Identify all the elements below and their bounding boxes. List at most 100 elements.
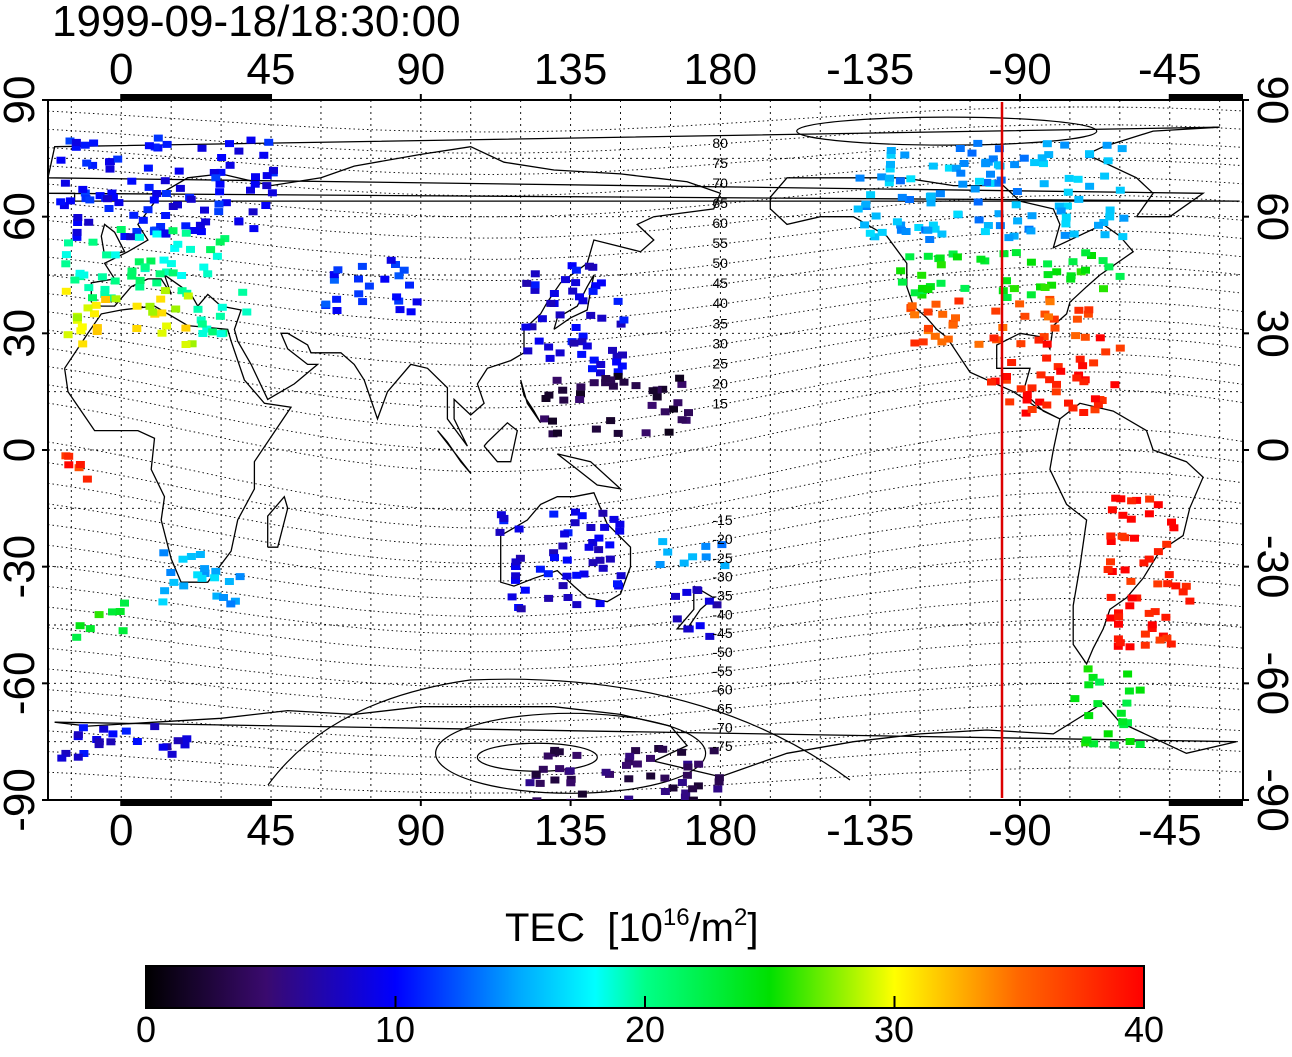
tec-cell xyxy=(202,325,212,333)
tec-cell xyxy=(145,302,155,310)
tec-cell xyxy=(177,287,187,295)
magnetic-latitude-label: 50 xyxy=(712,255,728,271)
tec-cell xyxy=(917,271,927,279)
magnetic-latitude-label: 40 xyxy=(712,295,728,311)
tec-cell xyxy=(688,553,698,561)
tec-cell xyxy=(1102,141,1112,149)
tec-cell xyxy=(105,165,115,173)
coastline-antarctica xyxy=(54,706,721,778)
tec-cell xyxy=(395,306,405,314)
tec-cell xyxy=(200,565,210,573)
tec-cell xyxy=(1114,609,1123,617)
tec-cell xyxy=(200,206,209,214)
tec-cell xyxy=(951,164,961,172)
tec-cell xyxy=(197,320,207,328)
tec-cell xyxy=(994,210,1004,218)
tec-cell xyxy=(246,186,255,194)
tec-cell xyxy=(1040,284,1050,291)
tec-cell xyxy=(956,169,966,177)
tec-cell xyxy=(63,331,73,339)
tec-cell xyxy=(234,147,244,155)
tec-cell xyxy=(1042,140,1052,148)
magnetic-latitude-label: -25 xyxy=(712,550,732,566)
tec-cell xyxy=(199,263,209,271)
tec-cell xyxy=(575,293,584,301)
tec-cell xyxy=(554,748,564,756)
magnetic-latitude-contour xyxy=(48,640,1243,688)
tec-cell xyxy=(1124,687,1134,695)
tec-cell xyxy=(224,578,234,585)
coastline-iceland xyxy=(48,192,1240,202)
tec-cell xyxy=(1045,298,1055,306)
tec-cell xyxy=(150,143,160,151)
magnetic-latitude-contour xyxy=(48,389,1243,473)
tec-cell xyxy=(1105,213,1115,221)
tec-cell xyxy=(701,553,711,561)
tec-cell xyxy=(568,287,578,295)
tec-cell xyxy=(584,262,594,270)
tec-cell xyxy=(1126,577,1136,585)
coastline-north-america xyxy=(769,177,1135,420)
tec-cell xyxy=(208,328,218,336)
tec-cell xyxy=(616,572,626,580)
tec-cell xyxy=(520,586,530,594)
tec-cell xyxy=(173,240,183,248)
tec-cell xyxy=(1144,510,1154,518)
tec-cell xyxy=(578,297,588,305)
tec-cell xyxy=(108,608,117,616)
tec-cell xyxy=(652,393,662,401)
tec-cell xyxy=(1084,681,1094,689)
tec-cell xyxy=(101,296,111,303)
tec-cell xyxy=(1127,594,1137,602)
tec-cell xyxy=(166,260,176,268)
magnetic-latitude-contour xyxy=(48,661,1243,706)
tec-cell xyxy=(619,378,629,386)
tec-cell xyxy=(84,284,94,292)
tec-cell xyxy=(92,324,102,332)
tec-cell xyxy=(714,774,724,782)
tec-cell xyxy=(160,287,170,295)
tec-cell xyxy=(214,208,224,216)
tec-cell xyxy=(1036,283,1045,291)
latitude-label-left: -60 xyxy=(0,652,44,716)
tec-cell xyxy=(619,316,629,324)
tec-cell xyxy=(100,285,110,293)
tec-cell xyxy=(615,527,625,535)
latitude-label-right: -30 xyxy=(1248,535,1292,599)
tec-cell xyxy=(545,354,555,362)
tec-cell xyxy=(187,340,197,348)
tec-cell xyxy=(1064,399,1073,407)
tec-cell xyxy=(988,155,998,163)
tec-cell xyxy=(155,270,165,278)
tec-cell xyxy=(181,229,191,237)
tec-cell xyxy=(936,279,946,287)
tec-cell xyxy=(65,197,75,205)
tec-cell xyxy=(928,221,938,229)
tec-cell xyxy=(329,271,339,279)
latitude-label-left: 0 xyxy=(0,438,44,462)
tec-cell xyxy=(1005,398,1015,406)
latitude-labels-left: 90 60 30 0 -30 -60 -90 xyxy=(0,76,44,832)
latitude-label-right: 90 xyxy=(1248,76,1292,125)
tec-cell xyxy=(572,571,582,579)
longitude-label-bottom: 0 xyxy=(109,806,133,855)
tec-cell xyxy=(624,775,634,783)
tec-cell xyxy=(683,763,693,771)
tec-cell xyxy=(73,731,83,739)
tec-cell xyxy=(1098,257,1108,265)
tec-cell xyxy=(612,358,622,366)
tec-cell xyxy=(120,599,129,607)
magnetic-latitude-contour xyxy=(48,449,1243,529)
tec-cell xyxy=(88,238,98,246)
tec-cell xyxy=(595,556,605,564)
tec-cell xyxy=(1117,532,1127,540)
tec-cell xyxy=(168,269,178,277)
longitude-label-top: 0 xyxy=(109,45,133,94)
tec-cell xyxy=(1185,597,1195,605)
tec-cell xyxy=(930,332,940,340)
tec-cell xyxy=(624,795,634,800)
tec-cell xyxy=(65,137,75,145)
tec-cell xyxy=(153,134,163,142)
tec-cell xyxy=(1010,161,1020,169)
tec-cell xyxy=(511,572,521,580)
